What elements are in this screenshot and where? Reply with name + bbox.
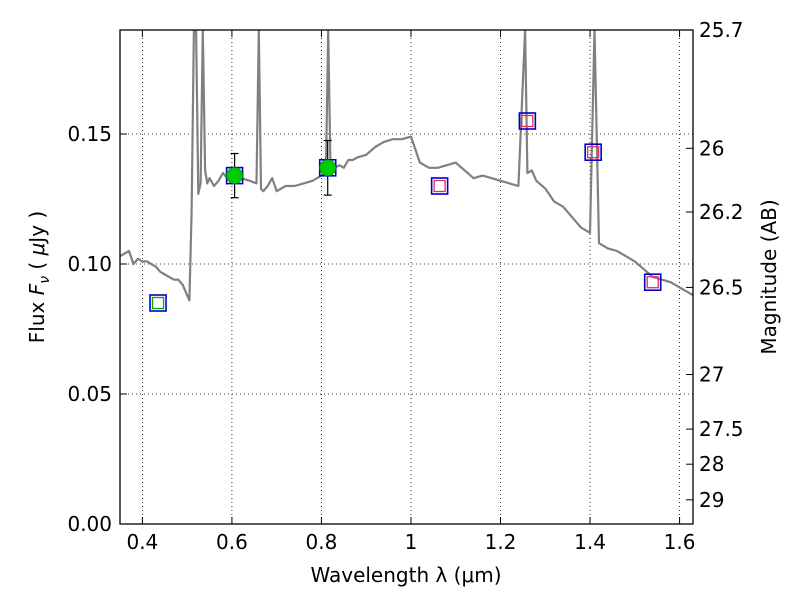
y2-tick-label: 26.2 — [699, 200, 744, 224]
x-tick-label: 0.4 — [126, 530, 158, 554]
x-tick-label: 0.6 — [216, 530, 248, 554]
y-axis-title-unit: Jy ) — [25, 211, 49, 245]
observed-photometry-point — [226, 167, 244, 185]
upper-limit-square — [646, 276, 659, 289]
model-photometry-square — [518, 112, 537, 130]
x-axis-title: Wavelength λ (μm) — [310, 563, 501, 587]
y2-tick-label: 26 — [699, 136, 724, 160]
upper-limit-square — [151, 296, 165, 310]
y-axis-title-prefix: Flux — [25, 295, 49, 343]
y-tick-label: 0.00 — [67, 512, 112, 536]
y-axis-title-mu: μ — [25, 243, 49, 257]
model-photometry-square — [643, 273, 662, 292]
y2-tick-label: 29 — [699, 488, 724, 512]
observed-photometry-point — [319, 159, 337, 177]
y-tick-label: 0.05 — [67, 382, 112, 406]
y-axis-title-symbol: F — [25, 283, 49, 295]
y-axis-title-open-paren: ( — [25, 255, 49, 276]
plot-frame — [119, 29, 694, 525]
model-photometry-square — [430, 177, 449, 195]
grid-lines — [120, 30, 693, 524]
upper-limit-square — [433, 179, 446, 193]
y2-tick-label: 27 — [699, 363, 724, 387]
y2-tick-label: 27.5 — [699, 417, 744, 441]
x-tick-label: 1 — [405, 530, 418, 554]
y2-axis-title: Magnitude (AB) — [757, 199, 781, 354]
upper-limit-square — [587, 146, 600, 159]
y-axis-title-subscript: ν — [37, 276, 53, 284]
model-photometry-square — [149, 294, 167, 312]
x-tick-label: 1.6 — [664, 530, 696, 554]
y-axis-title: Flux Fν ( μJy ) — [25, 211, 53, 343]
upper-limit-square — [521, 114, 534, 128]
y-tick-label: 0.10 — [67, 252, 112, 276]
model-spectrum — [120, 30, 693, 302]
y2-tick-label: 26.5 — [699, 275, 744, 299]
model-photometry-square — [584, 143, 602, 161]
x-tick-label: 1.4 — [574, 530, 606, 554]
axis-ticks: 0.4 0.6 0.8 1 1.2 1.4 1.6 0.00 0.05 0.10 0.15 25.7 2… — [67, 18, 743, 554]
y2-tick-label: 28 — [699, 452, 724, 476]
spectrum-line — [120, 30, 693, 302]
x-tick-label: 1.2 — [485, 530, 517, 554]
x-tick-label: 0.8 — [306, 530, 338, 554]
y-tick-label: 0.15 — [67, 122, 112, 146]
photometry-markers — [149, 112, 662, 312]
y2-tick-label: 25.7 — [699, 18, 744, 42]
